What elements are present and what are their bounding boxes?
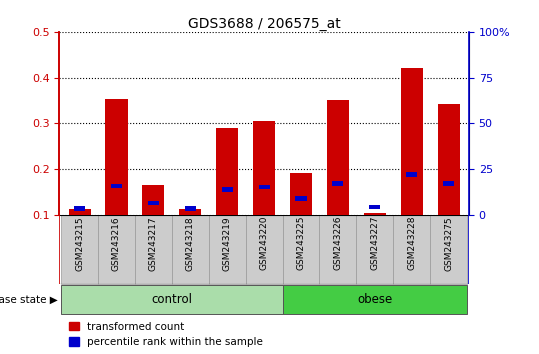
Text: GSM243218: GSM243218	[186, 216, 195, 270]
FancyBboxPatch shape	[172, 215, 209, 284]
Bar	[74, 206, 85, 211]
FancyBboxPatch shape	[393, 215, 430, 284]
Text: GSM243228: GSM243228	[407, 216, 416, 270]
FancyBboxPatch shape	[209, 215, 246, 284]
FancyBboxPatch shape	[356, 215, 393, 284]
FancyBboxPatch shape	[61, 285, 282, 314]
FancyBboxPatch shape	[430, 215, 467, 284]
Bar	[185, 206, 196, 211]
Text: GSM243219: GSM243219	[223, 216, 232, 270]
Text: control: control	[151, 293, 192, 306]
Bar	[443, 181, 454, 186]
Text: GSM243216: GSM243216	[112, 216, 121, 270]
Text: obese: obese	[357, 293, 392, 306]
Bar	[369, 205, 381, 209]
Text: GSM243217: GSM243217	[149, 216, 158, 270]
FancyBboxPatch shape	[246, 215, 282, 284]
Text: GSM243225: GSM243225	[296, 216, 306, 270]
Bar	[68, 209, 91, 215]
Bar	[364, 213, 386, 215]
Text: GSM243220: GSM243220	[260, 216, 268, 270]
Title: GDS3688 / 206575_at: GDS3688 / 206575_at	[188, 17, 341, 31]
Bar	[333, 181, 343, 186]
Bar	[400, 68, 423, 215]
Bar	[142, 185, 164, 215]
Bar	[106, 99, 128, 215]
FancyBboxPatch shape	[320, 215, 356, 284]
Text: GSM243215: GSM243215	[75, 216, 84, 270]
Bar	[259, 185, 270, 189]
Bar	[438, 104, 460, 215]
Bar	[295, 196, 307, 201]
Bar	[222, 187, 233, 192]
Text: GSM243226: GSM243226	[334, 216, 342, 270]
FancyBboxPatch shape	[282, 215, 320, 284]
FancyBboxPatch shape	[61, 215, 98, 284]
FancyBboxPatch shape	[98, 215, 135, 284]
Bar	[111, 183, 122, 188]
Bar	[148, 201, 159, 205]
Bar	[179, 209, 202, 215]
FancyBboxPatch shape	[135, 215, 172, 284]
Bar	[216, 128, 238, 215]
Text: GSM243227: GSM243227	[370, 216, 379, 270]
Text: GSM243275: GSM243275	[444, 216, 453, 270]
Bar	[290, 172, 312, 215]
Bar	[406, 172, 417, 177]
FancyBboxPatch shape	[282, 285, 467, 314]
Bar	[253, 121, 275, 215]
Legend: transformed count, percentile rank within the sample: transformed count, percentile rank withi…	[65, 318, 267, 351]
Bar	[327, 101, 349, 215]
Text: disease state ▶: disease state ▶	[0, 295, 58, 305]
